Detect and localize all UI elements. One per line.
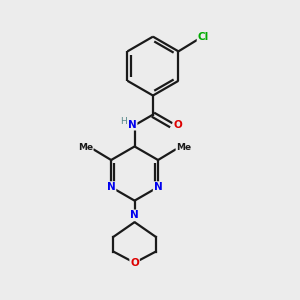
Text: N: N	[107, 182, 116, 192]
Text: Me: Me	[176, 143, 191, 152]
Text: O: O	[130, 258, 139, 268]
Text: Cl: Cl	[198, 32, 209, 42]
Text: Me: Me	[78, 143, 93, 152]
Text: N: N	[154, 182, 162, 192]
Text: N: N	[128, 120, 136, 130]
Text: H: H	[120, 117, 127, 126]
Text: O: O	[173, 120, 182, 130]
Text: N: N	[130, 210, 139, 220]
